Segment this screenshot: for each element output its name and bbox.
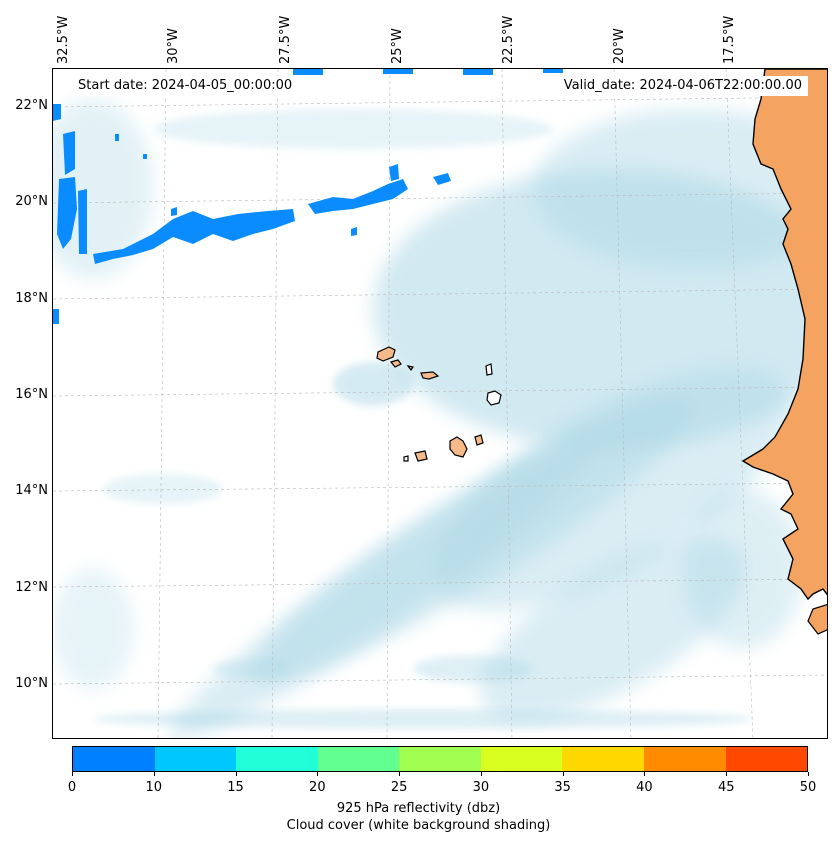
colorbar-tickmark [153, 772, 155, 776]
colorbar-tickmark [235, 772, 237, 776]
colorbar-tick-label: 0 [67, 780, 77, 795]
longitude-label: 32.5°W [56, 15, 71, 64]
longitude-label: 30°W [166, 28, 181, 64]
colorbar-tickmark [726, 772, 728, 776]
longitude-label: 25°W [390, 28, 405, 64]
colorbar-tick-label: 50 [799, 780, 817, 795]
colorbar-segment [236, 747, 318, 771]
map-canvas [53, 69, 827, 738]
colorbar-segment [73, 747, 155, 771]
longitude-label: 22.5°W [501, 15, 516, 64]
africa-landmass [741, 69, 827, 635]
latitude-label: 20°N [15, 194, 48, 209]
colorbar-tick-label: 10 [145, 780, 163, 795]
latitude-label: 22°N [15, 98, 48, 113]
colorbar-tick-label: 25 [390, 780, 408, 795]
colorbar-tick-label: 20 [309, 780, 326, 795]
graticule [53, 69, 827, 738]
start-date-label: Start date: 2024-04-05_00:00:00 [72, 76, 299, 96]
colorbar-sublabel: Cloud cover (white background shading) [286, 818, 551, 833]
colorbar-tick-label: 40 [636, 780, 653, 795]
colorbar-tickmark [399, 772, 401, 776]
latitude-label: 18°N [15, 291, 48, 306]
latitude-label: 16°N [15, 387, 48, 402]
colorbar-tickmark [644, 772, 646, 776]
valid-date-label: Valid_date: 2024-04-06T22:00:00.00 [557, 76, 808, 96]
colorbar [72, 746, 808, 772]
colorbar-tickmark [808, 772, 809, 776]
colorbar-tick-label: 15 [227, 780, 244, 795]
latitude-label: 10°N [15, 676, 48, 691]
colorbar-segment [317, 747, 400, 771]
longitude-label: 17.5°W [722, 15, 737, 64]
longitude-label: 27.5°W [278, 15, 293, 64]
latitude-label: 14°N [15, 483, 48, 498]
colorbar-segment [562, 747, 644, 771]
colorbar-tick-label: 30 [472, 780, 490, 795]
colorbar-tick-label: 35 [554, 780, 571, 795]
colorbar-tickmark [562, 772, 564, 776]
colorbar-tickmark [72, 772, 73, 776]
latitude-label: 12°N [15, 580, 48, 595]
longitude-label: 20°W [612, 28, 627, 64]
colorbar-label: 925 hPa reflectivity (dbz) [336, 801, 501, 816]
cape-verde-islands [376, 346, 502, 462]
colorbar-segment [480, 747, 563, 771]
colorbar-segment [643, 747, 726, 771]
colorbar-tickmark [317, 772, 319, 776]
colorbar-segment [725, 747, 808, 771]
colorbar-tick-label: 45 [717, 780, 735, 795]
colorbar-segment [154, 747, 237, 771]
colorbar-segment [399, 747, 481, 771]
map-panel [52, 68, 828, 739]
reflectivity-patches [53, 69, 563, 324]
cloud-cover-shading [53, 99, 827, 738]
colorbar-tickmark [480, 772, 482, 776]
